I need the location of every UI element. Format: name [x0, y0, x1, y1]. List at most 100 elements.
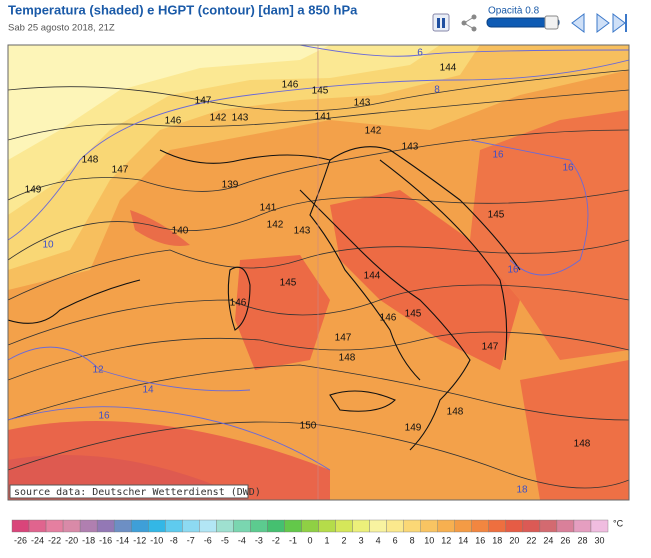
contour-label: 144	[440, 63, 457, 74]
color-cell	[505, 519, 524, 533]
color-cell	[96, 519, 115, 533]
color-cell	[454, 519, 472, 533]
map-frame	[7, 44, 630, 501]
contour-line	[8, 129, 629, 201]
contour-line	[8, 421, 629, 489]
contour-label: 141	[260, 203, 277, 214]
color-cell	[403, 519, 421, 533]
colorbar-label: 14	[458, 535, 468, 545]
isotherm-line	[8, 346, 251, 392]
colorbar-label: 10	[424, 535, 434, 545]
contour-label: 146	[282, 80, 299, 91]
icon	[437, 18, 440, 28]
isotherm-label: 14	[142, 385, 154, 396]
isotherm-label: 16	[562, 163, 574, 174]
contour-label: 147	[482, 342, 499, 353]
shade	[470, 110, 629, 360]
shade	[130, 210, 190, 246]
colorbar-label: -20	[65, 535, 78, 545]
colorbar-label: 8	[410, 535, 415, 545]
colorbar-label: -12	[133, 535, 146, 545]
color-cell	[216, 519, 234, 533]
contour-label: 146	[165, 116, 182, 127]
color-cell	[148, 519, 166, 533]
slider-handle[interactable]	[544, 15, 559, 30]
colorbar-label: -26	[14, 535, 27, 545]
colorbar-label: 26	[560, 535, 570, 545]
color-cell	[590, 519, 609, 533]
shade	[330, 190, 520, 370]
contour-label: 141	[315, 112, 332, 123]
colorbar-label: -8	[170, 535, 178, 545]
contour-label: 145	[405, 309, 422, 320]
contour-line	[8, 89, 629, 141]
isotherm-label: 8	[434, 85, 440, 96]
shade	[8, 45, 330, 160]
contour-label: 143	[402, 142, 419, 153]
colorbar-label: 22	[526, 535, 536, 545]
contour-label: 150	[300, 421, 317, 432]
contour-label: 139	[222, 180, 239, 191]
next-button[interactable]	[596, 13, 610, 33]
colorbar-label: 2	[342, 535, 347, 545]
color-cell	[437, 519, 455, 533]
contour-label: 143	[354, 98, 371, 109]
prev-button[interactable]	[571, 13, 585, 33]
color-cell	[267, 519, 285, 533]
contour-label: 143	[294, 226, 311, 237]
icon	[463, 16, 475, 30]
contour-line	[8, 69, 629, 112]
color-cell	[488, 519, 507, 533]
colorbar-label: -18	[82, 535, 95, 545]
colorbar-label: 30	[594, 535, 604, 545]
play-button[interactable]	[432, 13, 450, 32]
color-cell	[573, 519, 592, 533]
color-cell	[233, 519, 251, 533]
color-cell	[522, 519, 541, 533]
contour-label: 140	[172, 226, 189, 237]
color-cell	[199, 519, 217, 533]
color-cell	[420, 519, 438, 533]
isotherm-label: 16	[98, 411, 110, 422]
isotherm-label: 10	[42, 240, 54, 251]
play-box[interactable]	[432, 13, 450, 32]
color-cell	[182, 519, 200, 533]
colorbar-label: 1	[325, 535, 330, 545]
colorbar-label: -6	[204, 535, 212, 545]
colorbar-label: 3	[359, 535, 364, 545]
opacity-label: Opacità 0.8	[488, 6, 540, 17]
contour-label: 145	[312, 86, 329, 97]
colorbar-label: -7	[187, 535, 195, 545]
map: 147 146 145 143 144 141 142 143 142 143 …	[7, 44, 630, 501]
color-cell	[45, 519, 64, 533]
coastline	[8, 279, 141, 324]
isotherm-label: 16	[492, 150, 504, 161]
contour-label: 146	[230, 298, 247, 309]
colorbar: -26 -24 -22 -20 -18 -16 -14 -12 -10 -8 -7 -6 -5 -4 -3-…	[11, 518, 624, 545]
colorbar-label: 24	[543, 535, 553, 545]
isotherm-label: 6	[417, 48, 423, 59]
isotherm-label: 12	[92, 365, 104, 376]
contour-label: 143	[232, 113, 249, 124]
color-cell	[79, 519, 98, 533]
contour-label: 148	[82, 155, 99, 166]
color-cell	[386, 519, 404, 533]
last-button[interactable]	[612, 13, 626, 33]
contour-label: 142	[210, 113, 227, 124]
source-box	[9, 484, 249, 499]
opacity-slider[interactable]	[486, 17, 560, 28]
source-label: source data: Deutscher Wetterdienst (DWD…	[14, 487, 261, 498]
colorbar-label: -4	[238, 535, 246, 545]
contour-label: 142	[267, 220, 284, 231]
contour-label: 149	[405, 423, 422, 434]
color-cell	[301, 519, 319, 533]
isotherm-line	[469, 139, 589, 276]
icon	[442, 18, 445, 28]
contour-line	[8, 364, 629, 421]
contour-label: 148	[574, 439, 591, 450]
share-button[interactable]	[461, 14, 477, 32]
colorbar-label: 16	[475, 535, 485, 545]
contour-label: 148	[447, 407, 464, 418]
isotherm-label: 16	[507, 265, 519, 276]
